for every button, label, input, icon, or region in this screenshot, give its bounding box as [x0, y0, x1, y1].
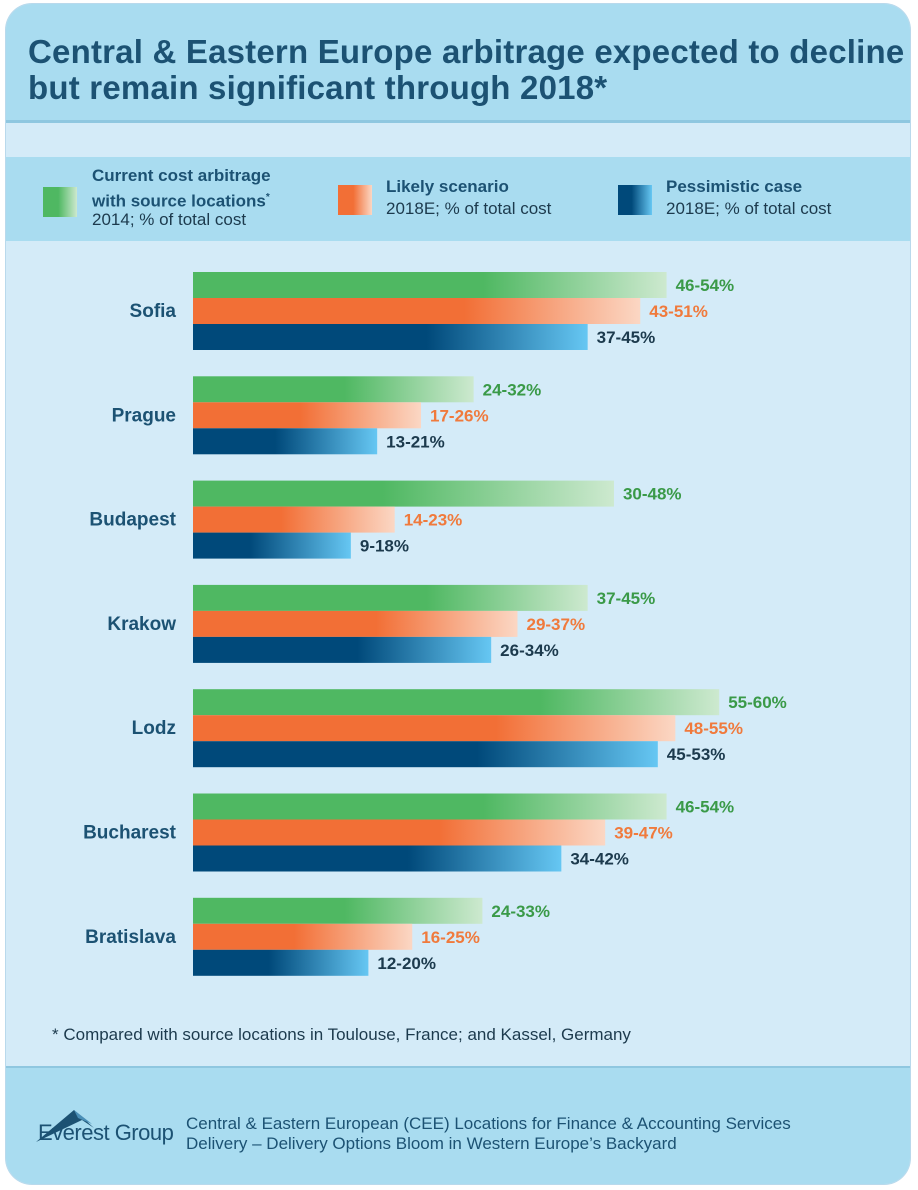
- data-label-budapest-current: 30-48%: [623, 485, 682, 504]
- data-label-krakow-current: 37-45%: [597, 589, 656, 608]
- data-label-prague-pessimistic: 13-21%: [386, 432, 445, 451]
- city-label-bucharest: Bucharest: [83, 823, 177, 844]
- title-bar: Central & Eastern Europe arbitrage expec…: [6, 4, 910, 123]
- source-line-1: Central & Eastern European (CEE) Locatio…: [186, 1114, 791, 1133]
- bar-bucharest-likely: [193, 819, 606, 846]
- data-label-sofia-likely: 43-51%: [649, 302, 708, 321]
- data-label-krakow-pessimistic: 26-34%: [500, 641, 559, 660]
- bar-sofia-current: [193, 272, 667, 298]
- legend-swatch-orange: [338, 185, 372, 215]
- city-label-lodz: Lodz: [132, 718, 176, 739]
- data-label-bratislava-likely: 16-25%: [421, 928, 480, 947]
- data-label-krakow-likely: 29-37%: [526, 615, 585, 634]
- data-label-bucharest-pessimistic: 34-42%: [570, 850, 629, 869]
- legend-sub-likely: 2018E; % of total cost: [386, 199, 552, 218]
- source-citation: Central & Eastern European (CEE) Locatio…: [186, 1114, 886, 1154]
- bar-budapest-pessimistic: [193, 532, 351, 559]
- legend-sub-current: 2014; % of total cost: [92, 210, 247, 229]
- city-label-sofia: Sofia: [130, 301, 177, 322]
- bar-lodz-current: [193, 689, 720, 716]
- bar-prague-current: [193, 376, 474, 403]
- bar-lodz-likely: [193, 715, 676, 742]
- city-label-prague: Prague: [112, 405, 176, 426]
- bar-bratislava-current: [193, 897, 483, 924]
- bar-bratislava-likely: [193, 923, 413, 950]
- legend-sub-pessimistic: 2018E; % of total cost: [666, 199, 832, 218]
- chart-title: Central & Eastern Europe arbitrage expec…: [28, 33, 905, 106]
- legend-swatch-green: [43, 187, 77, 217]
- legend-title-current-line2: with source locations*: [92, 191, 270, 211]
- city-label-bratislava: Bratislava: [85, 927, 176, 948]
- legend-title-current-line1: Current cost arbitrage: [92, 166, 271, 185]
- data-label-lodz-current: 55-60%: [728, 693, 787, 712]
- everest-logo-icon: [36, 1110, 94, 1142]
- bar-krakow-current: [193, 584, 588, 611]
- logo-text: Everest Group: [38, 1120, 174, 1145]
- bar-bucharest-pessimistic: [193, 845, 562, 872]
- infographic-frame: Central & Eastern Europe arbitrage expec…: [6, 4, 910, 1184]
- data-label-prague-likely: 17-26%: [430, 406, 489, 425]
- data-label-bucharest-likely: 39-47%: [614, 824, 673, 843]
- data-label-sofia-pessimistic: 37-45%: [597, 328, 656, 347]
- bar-sofia-likely: [193, 298, 641, 324]
- data-label-budapest-likely: 14-23%: [404, 511, 463, 530]
- data-label-bratislava-current: 24-33%: [491, 902, 550, 921]
- data-label-lodz-likely: 48-55%: [684, 719, 743, 738]
- bar-budapest-current: [193, 480, 614, 507]
- footer: [6, 1066, 910, 1184]
- data-label-budapest-pessimistic: 9-18%: [360, 537, 409, 556]
- source-line-2: Delivery – Delivery Options Bloom in Wes…: [186, 1134, 677, 1153]
- legend-title-likely: Likely scenario: [386, 177, 509, 196]
- footnote: * Compared with source locations in Toul…: [52, 1025, 631, 1044]
- city-label-krakow: Krakow: [107, 614, 176, 635]
- legend-swatch-navy: [618, 185, 652, 215]
- bar-prague-pessimistic: [193, 428, 378, 455]
- bar-krakow-pessimistic: [193, 636, 492, 663]
- bar-budapest-likely: [193, 506, 395, 533]
- bar-sofia-pessimistic: [193, 324, 588, 350]
- city-label-budapest: Budapest: [89, 510, 176, 531]
- data-label-sofia-current: 46-54%: [676, 276, 735, 295]
- data-label-lodz-pessimistic: 45-53%: [667, 745, 726, 764]
- legend-title-pessimistic: Pessimistic case: [666, 177, 803, 196]
- bar-chart: Sofia 46-54% 43-51% 37-45% Prague 24-32% 17-26…: [83, 272, 787, 976]
- data-label-prague-current: 24-32%: [483, 380, 542, 399]
- data-label-bucharest-current: 46-54%: [676, 798, 735, 817]
- legend: Current cost arbitrage with source locat…: [6, 157, 910, 241]
- bar-krakow-likely: [193, 610, 518, 637]
- bar-prague-likely: [193, 402, 422, 429]
- data-label-bratislava-pessimistic: 12-20%: [377, 954, 436, 973]
- bar-lodz-pessimistic: [193, 741, 658, 768]
- bar-bratislava-pessimistic: [193, 949, 369, 976]
- bar-bucharest-current: [193, 793, 667, 820]
